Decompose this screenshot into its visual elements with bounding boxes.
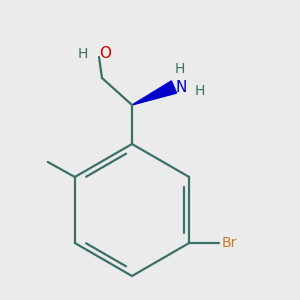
Text: N: N: [176, 80, 187, 94]
Text: Br: Br: [222, 236, 237, 250]
Text: O: O: [99, 46, 111, 62]
Text: H: H: [195, 84, 206, 98]
Text: H: H: [78, 47, 88, 61]
Polygon shape: [132, 81, 177, 105]
Text: H: H: [175, 61, 185, 76]
